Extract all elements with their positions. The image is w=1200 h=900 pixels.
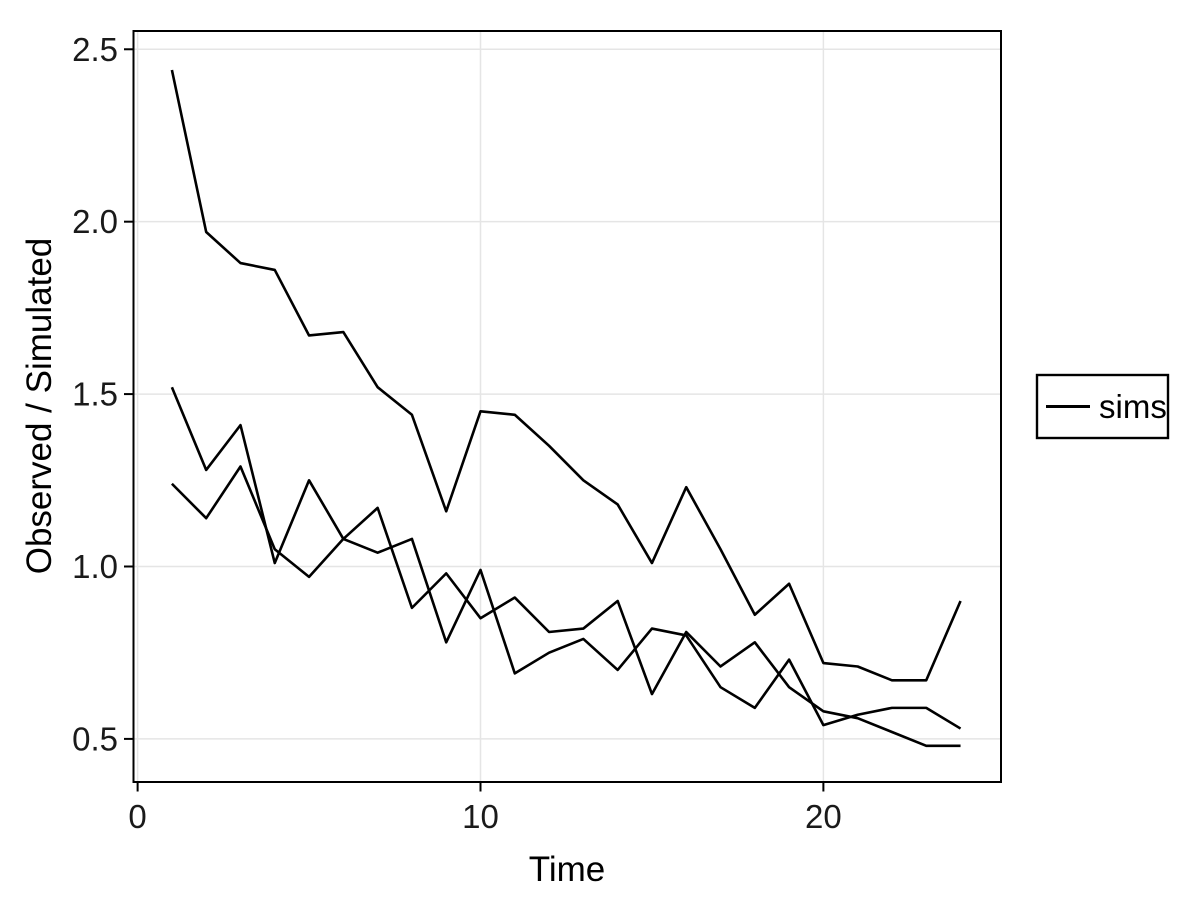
- x-tick-label: 20: [805, 798, 842, 835]
- y-tick-label: 0.5: [72, 720, 118, 757]
- legend: sims: [1035, 373, 1170, 440]
- series-line-sims: [170, 69, 962, 682]
- x-axis-title: Time: [529, 850, 605, 889]
- y-tick-label: 2.5: [72, 31, 118, 68]
- y-tick-label: 1.0: [72, 548, 118, 585]
- axis-tick-labels: 0 10 20 0.5 1.0 1.5 2.0 2.5: [72, 31, 842, 835]
- x-tick-label: 0: [128, 798, 146, 835]
- data-lines: [170, 69, 962, 748]
- panel-border: [132, 30, 1002, 783]
- gridlines: [133, 31, 1001, 782]
- y-tick-label: 1.5: [72, 376, 118, 413]
- x-tick-label: 10: [462, 798, 499, 835]
- y-tick-label: 2.0: [72, 203, 118, 240]
- legend-label: sims: [1099, 388, 1167, 425]
- y-axis-title: Observed / Simulated: [20, 238, 59, 575]
- series-line-sims: [170, 386, 961, 748]
- series-line-sims: [170, 465, 962, 730]
- axis-ticks: [124, 48, 825, 792]
